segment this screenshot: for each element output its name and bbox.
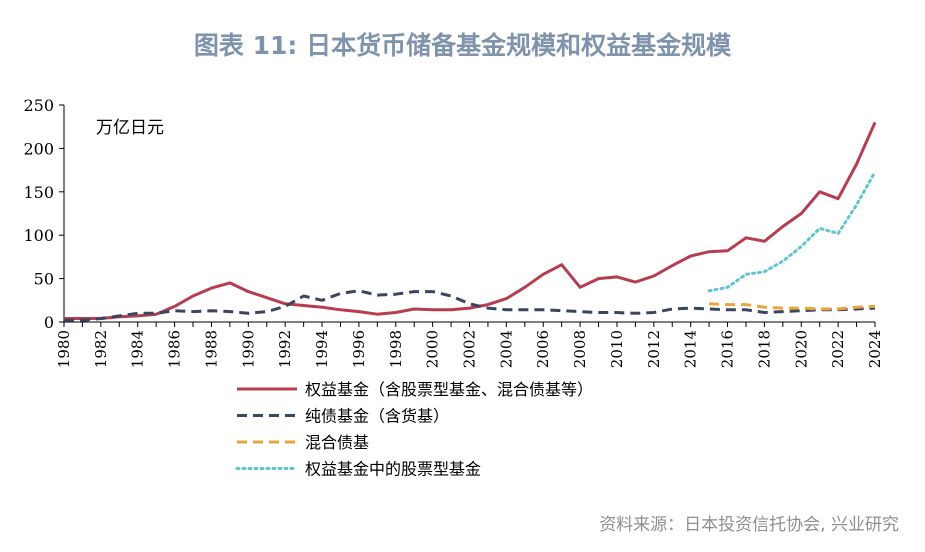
x-tick-label: 2014 (682, 330, 700, 368)
legend: 权益基金（含股票型基金、混合债基等） 纯债基金（含货基） 混合债基权益基金中的股票型… (235, 380, 593, 479)
x-tick-label: 2000 (424, 330, 442, 368)
x-tick-label: 1996 (350, 330, 368, 368)
series-line-4 (707, 170, 877, 293)
unit-label: 万亿日元 (96, 118, 164, 138)
legend-label-2: 纯债基金（含货基） (305, 407, 449, 426)
y-tick-label: 100 (23, 226, 54, 245)
x-tick-label: 2004 (497, 330, 515, 368)
x-tick-label: 1986 (166, 330, 184, 368)
series-line-2 (64, 289, 876, 322)
y-tick-label: 0 (44, 313, 54, 332)
x-tick-label: 2002 (461, 330, 479, 368)
legend-label-1: 权益基金（含股票型基金、混合债基等） (305, 380, 593, 399)
series-line-3 (709, 302, 876, 311)
source-note: 资料来源：日本投资信托协会, 兴业研究 (599, 515, 899, 535)
x-tick-label: 2024 (866, 330, 884, 368)
axes: 0 50 100 150 200 250 1980 1982 1984 1986 1988 1990 1… (23, 96, 884, 368)
x-tick-label: 2018 (755, 330, 773, 368)
y-tick-label: 250 (23, 96, 54, 115)
x-tick-label: 1998 (387, 330, 405, 368)
x-tick-label: 1990 (239, 330, 257, 368)
y-tick-label: 50 (34, 270, 54, 289)
x-tick-label: 1982 (92, 330, 110, 368)
x-tick-label: 1992 (276, 330, 294, 368)
legend-label-3: 混合债基 (305, 433, 369, 452)
x-tick-label: 1980 (55, 330, 73, 368)
x-tick-label: 2010 (608, 330, 626, 368)
x-tick-label: 2012 (645, 330, 663, 368)
series-line-1 (64, 121, 877, 320)
x-tick-label: 2020 (792, 330, 810, 368)
x-tick-label: 2016 (719, 330, 737, 368)
x-tick-label: 2008 (571, 330, 589, 368)
legend-label-4: 权益基金中的股票型基金 (305, 460, 481, 479)
series-lines (64, 121, 877, 322)
x-tick-label: 1994 (313, 330, 331, 368)
chart-title: 图表 11: 日本货币储备基金规模和权益基金规模 (193, 31, 732, 60)
x-tick-label: 1988 (202, 330, 220, 368)
x-tick-label: 1984 (129, 330, 147, 368)
x-tick-label: 2006 (534, 330, 552, 368)
y-tick-label: 150 (23, 183, 54, 202)
x-tick-label: 2022 (829, 330, 847, 368)
y-tick-label: 200 (23, 139, 54, 158)
